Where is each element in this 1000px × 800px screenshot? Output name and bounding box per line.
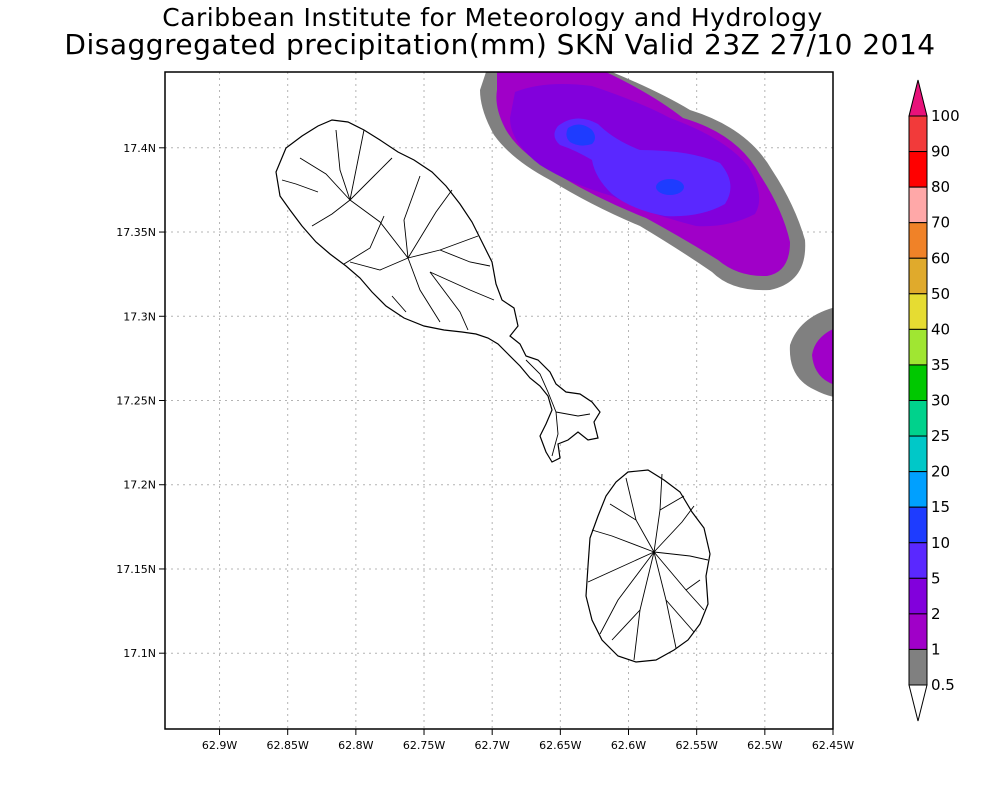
colorbar-label: 2 (931, 605, 941, 623)
colorbar-label: 40 (931, 320, 950, 338)
colorbar-label: 5 (931, 569, 941, 587)
colorbar-swatch (908, 328, 928, 366)
colorbar-swatch (908, 542, 928, 579)
colorbar-swatch (908, 435, 928, 473)
chart-subtitle: Disaggregated precipitation(mm) SKN Vali… (64, 28, 936, 61)
colorbar-top-arrow (908, 79, 928, 117)
colorbar-swatch (908, 115, 928, 153)
chart-title: Caribbean Institute for Meteorology and … (162, 3, 823, 32)
colorbar-swatch (908, 151, 928, 188)
colorbar-swatch (908, 186, 928, 224)
x-tick-label: 62.45W (812, 739, 854, 752)
colorbar-swatch (908, 506, 928, 544)
precip-contour-5mm (554, 118, 731, 217)
colorbar-label: 10 (931, 534, 950, 552)
x-tick-label: 62.9W (202, 739, 237, 752)
x-tick-label: 62.55W (675, 739, 717, 752)
x-tick-label: 62.85W (267, 739, 309, 752)
precip-contour-1mm-east (812, 329, 833, 385)
precip-max-10mm (656, 179, 684, 195)
st-kitts-island (275, 119, 601, 463)
y-tick-label: 17.4N (123, 142, 156, 155)
x-tick-label: 62.5W (747, 739, 782, 752)
colorbar-label: 25 (931, 427, 950, 445)
colorbar-swatch (908, 613, 928, 650)
nevis-island (585, 469, 711, 663)
y-tick-label: 17.3N (123, 310, 156, 323)
x-axis-ticks: 62.9W 62.85W 62.8W 62.75W 62.7W 62.65W 62.6W 62… (202, 729, 854, 752)
colorbar-swatch (908, 400, 928, 437)
colorbar-label: 35 (931, 356, 950, 374)
colorbar-swatch (908, 257, 928, 295)
colorbar: 100 90 80 70 60 50 40 35 30 25 20 15 10 5 2 1 0.5 (908, 79, 960, 722)
colorbar-label: 0.5 (931, 676, 955, 694)
precip-contour-10mm (566, 124, 595, 146)
colorbar-label: 90 (931, 143, 950, 161)
y-tick-label: 17.2N (123, 479, 156, 492)
y-axis-ticks: 17.4N 17.35N 17.3N 17.25N 17.2N 17.15N 17.1N (116, 142, 165, 660)
colorbar-swatch (908, 364, 928, 401)
x-tick-label: 62.75W (403, 739, 445, 752)
y-tick-label: 17.35N (116, 226, 156, 239)
x-tick-label: 62.8W (338, 739, 373, 752)
colorbar-swatch (908, 471, 928, 508)
colorbar-label: 100 (931, 107, 960, 125)
colorbar-label: 70 (931, 214, 950, 232)
x-tick-label: 62.65W (539, 739, 581, 752)
y-tick-label: 17.25N (116, 395, 156, 408)
colorbar-label: 1 (931, 640, 941, 658)
x-tick-label: 62.6W (611, 739, 646, 752)
colorbar-label: 80 (931, 178, 950, 196)
colorbar-label: 20 (931, 463, 950, 481)
x-tick-label: 62.7W (474, 739, 509, 752)
colorbar-label: 50 (931, 285, 950, 303)
colorbar-swatch (908, 577, 928, 615)
colorbar-label: 15 (931, 498, 950, 516)
colorbar-swatch (908, 222, 928, 259)
colorbar-swatch (908, 293, 928, 330)
colorbar-bottom-arrow (908, 684, 928, 722)
y-tick-label: 17.1N (123, 647, 156, 660)
colorbar-label: 30 (931, 392, 950, 410)
colorbar-label: 60 (931, 249, 950, 267)
colorbar-swatch (908, 648, 928, 686)
precipitation-field (480, 72, 833, 397)
y-tick-label: 17.15N (116, 563, 156, 576)
